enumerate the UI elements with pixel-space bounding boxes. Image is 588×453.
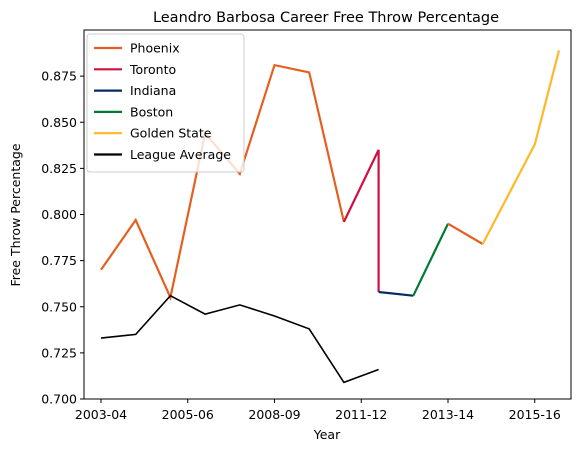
legend-label: Golden State	[130, 126, 212, 141]
chart-title: Leandro Barbosa Career Free Throw Percen…	[153, 10, 499, 26]
y-tick-label: 0.750	[41, 299, 77, 314]
legend-box	[86, 33, 245, 173]
y-tick-label: 0.725	[41, 345, 77, 360]
y-tick-label: 0.700	[41, 392, 77, 407]
y-tick-label: 0.775	[41, 253, 77, 268]
y-tick-label: 0.875	[41, 69, 77, 84]
x-tick-label: 2003-04	[75, 407, 127, 422]
legend-label: League Average	[130, 147, 231, 162]
legend: Phoenix Toronto Indiana Boston Golden State L…	[86, 33, 245, 173]
x-tick-label: 2008-09	[248, 407, 300, 422]
series-line-league-average	[100, 294, 379, 384]
x-axis-title: Year	[313, 427, 341, 442]
series-line-indiana	[378, 290, 414, 297]
x-tick-label: 2013-14	[422, 407, 474, 422]
legend-label: Phoenix	[130, 41, 180, 56]
y-tick-label: 0.800	[41, 207, 77, 222]
x-tick-label: 2011-12	[335, 407, 387, 422]
legend-label: Toronto	[129, 62, 176, 77]
y-axis: 0.700 0.725 0.750 0.775 0.800 0.825 0.850 0.875	[41, 69, 84, 407]
y-axis-title: Free Throw Percentage	[8, 143, 23, 286]
legend-label: Boston	[130, 104, 173, 119]
legend-label: Indiana	[130, 83, 176, 98]
y-tick-label: 0.850	[41, 115, 77, 130]
x-tick-label: 2005-06	[162, 407, 214, 422]
x-tick-label: 2015-16	[509, 407, 561, 422]
y-tick-label: 0.825	[41, 161, 77, 176]
series-line-phoenix	[447, 222, 484, 245]
series-line-golden-state	[481, 50, 561, 245]
series-line-boston	[412, 223, 449, 297]
series-line-toronto	[342, 149, 380, 292]
x-axis: 2003-04 2005-06 2008-09 2011-12 2013-14 2015-…	[75, 399, 561, 422]
